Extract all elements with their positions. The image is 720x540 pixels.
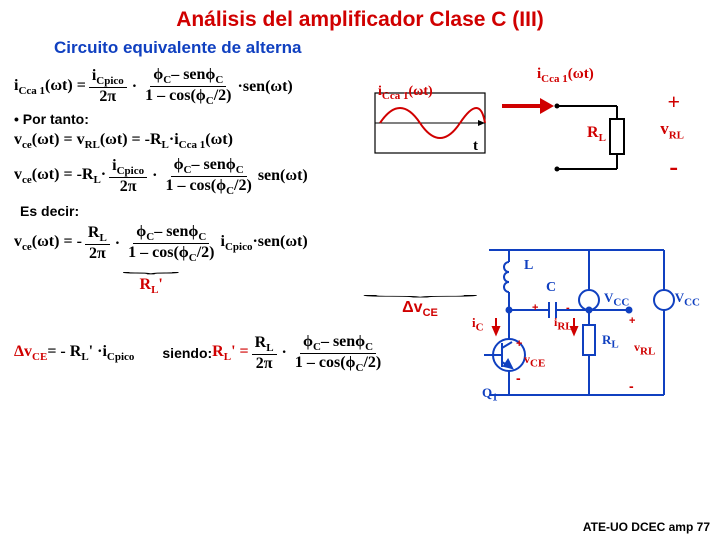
es-decir-label: Es decir: [20, 203, 706, 219]
sine-plot: iCca 1(ωt) t [370, 88, 490, 163]
circuit-rl: iCca 1(ωt) RL vRL + - [502, 64, 702, 184]
formula-6: siendo: RL' = RL2π · ϕC– senϕC1 – cos(ϕC… [162, 333, 387, 374]
page-title: Análisis del amplificador Clase C (III) [14, 8, 706, 32]
circuit-schematic: L C VCC VCC Q1 iC iRL vCE RL vRL + - + -… [454, 230, 704, 420]
subtitle: Circuito equivalente de alterna [54, 38, 706, 58]
footer-text: ATE-UO DCEC amp 77 [583, 520, 710, 534]
formula-5: ΔvCE = - RL' ·iCpico [14, 343, 134, 363]
